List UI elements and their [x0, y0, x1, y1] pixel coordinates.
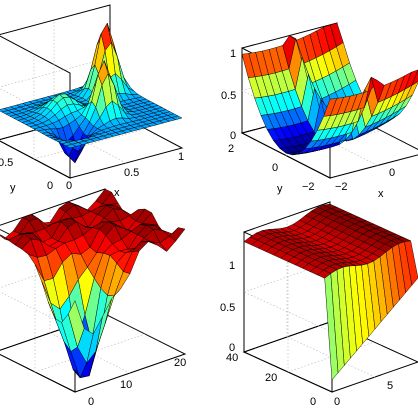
tick-label: 5 [387, 380, 393, 392]
surface-mesh-bottom-right [243, 203, 418, 381]
surface-patch [411, 69, 418, 86]
tick-label: 1 [178, 151, 184, 163]
tick-label: −2 [335, 181, 348, 193]
grid-line [243, 261, 331, 293]
grid-line [286, 336, 376, 378]
tick-label: −2 [302, 181, 315, 193]
tick-label: 1 [230, 48, 236, 60]
tick-label: 0 [88, 396, 94, 408]
surface-plot-bottom-right: 1 0.5 0 40 20 0 0 5 [220, 201, 418, 408]
surface-mesh-top-left [0, 23, 183, 164]
tick-label: 0 [272, 162, 278, 174]
tick-label: 0 [47, 180, 53, 192]
x-axis-label: x [378, 188, 384, 200]
grid-line [243, 291, 333, 333]
tick-label: 20 [174, 357, 186, 369]
tick-label: 0 [389, 167, 395, 179]
tick-label: 40 [226, 352, 238, 364]
tick-label: 0.5 [220, 302, 235, 314]
tick-label: 1 [229, 260, 235, 272]
surface-patch [171, 115, 183, 120]
tick-label: 0.5 [124, 167, 139, 179]
tick-label: 0.5 [0, 157, 13, 169]
tick-label: 0 [229, 342, 235, 354]
tick-label: 2 [228, 143, 234, 155]
x-axis-label: x [114, 187, 120, 199]
tick-label: 0 [334, 396, 340, 408]
surface-patch [168, 227, 186, 242]
surface-plot-bottom-left: 0 10 20 [0, 188, 187, 408]
surface-plot-top-right: 1 0.5 0 2 0 −2 y −2 0 x [221, 22, 418, 200]
tick-label: 0 [66, 180, 72, 192]
surface-plot-top-left: 0.5 0 y 0 0.5 1 x [0, 4, 184, 199]
tick-label: 0.5 [221, 90, 236, 102]
tick-label: 0 [310, 396, 316, 408]
surface-mesh-top-right [241, 22, 418, 156]
surface-mesh-bottom-left [0, 188, 186, 379]
y-axis-label: y [10, 182, 16, 194]
surface-patch [404, 240, 418, 286]
tick-label: 10 [120, 379, 132, 391]
y-axis-label: y [277, 183, 283, 195]
tick-label: 0 [230, 130, 236, 142]
tick-label: 20 [265, 372, 277, 384]
grid-line [0, 88, 71, 126]
